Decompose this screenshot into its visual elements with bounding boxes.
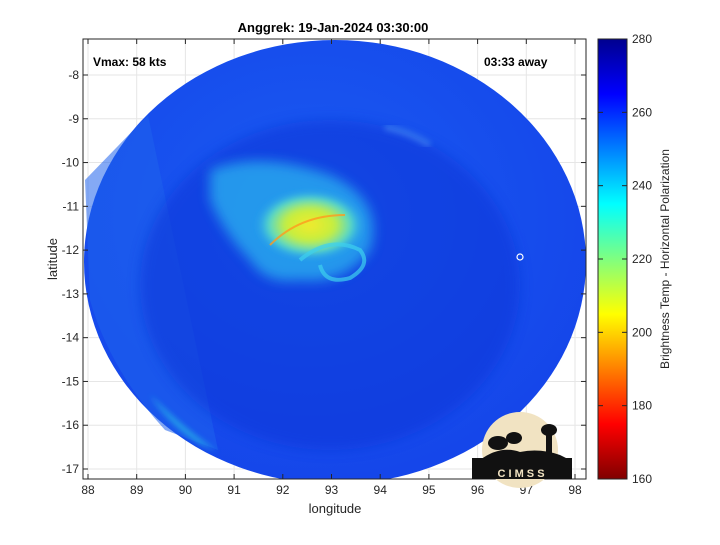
y-tick-label: -8 — [68, 68, 79, 82]
y-tick-label: -11 — [63, 199, 80, 213]
brightness-temp-swath — [84, 40, 586, 479]
coldest-band — [269, 214, 346, 246]
y-tick-label: -17 — [62, 462, 80, 476]
colorbar-ticks: 160 180 200 220 240 260 280 — [598, 32, 652, 486]
colorbar-tick-label: 240 — [632, 179, 652, 193]
x-tick-label: 94 — [374, 483, 388, 497]
y-tick-label: -12 — [62, 243, 80, 257]
colorbar-tick-label: 220 — [632, 252, 652, 266]
colorbar-tick-label: 200 — [632, 325, 652, 339]
y-tick-label: -10 — [62, 156, 80, 170]
x-tick-label: 88 — [81, 483, 95, 497]
colorbar-label: Brightness Temp - Horizontal Polarizatio… — [658, 149, 672, 369]
colorbar: 160 180 200 220 240 260 280 Brightness Temp - … — [597, 32, 672, 486]
colorbar-tick-label: 160 — [632, 472, 652, 486]
x-tick-label: 92 — [276, 483, 290, 497]
y-tick-label: -13 — [62, 287, 80, 301]
x-tick-label: 91 — [227, 483, 241, 497]
x-tick-label: 90 — [179, 483, 193, 497]
logo-base — [472, 458, 572, 479]
plot-border — [82, 38, 587, 480]
y-tick-label: -16 — [62, 418, 80, 432]
chart-title: Anggrek: 19-Jan-2024 03:30:00 — [238, 20, 429, 35]
x-tick-label: 93 — [325, 483, 339, 497]
y-axis-label: latitude — [45, 238, 60, 280]
x-tick-label: 96 — [471, 483, 485, 497]
inner-ring — [140, 120, 520, 450]
logo-tower — [546, 432, 552, 460]
y-tick-label: -15 — [62, 374, 80, 388]
colorbar-tick-label: 180 — [632, 399, 652, 413]
colorbar-tick-label: 280 — [632, 32, 652, 46]
logo-text: C I M S S — [497, 468, 544, 480]
x-tick-label: 95 — [422, 483, 436, 497]
cimss-logo: C I M S S — [472, 412, 572, 488]
colorbar-tick-label: 260 — [632, 105, 652, 119]
y-axis: -8 -9 -10 -11 -12 -13 -14 -15 -16 -17 — [62, 68, 586, 476]
vmax-annotation: Vmax: 58 kts — [93, 55, 167, 69]
x-axis-label: longitude — [309, 501, 362, 516]
y-tick-label: -9 — [68, 112, 79, 126]
logo-tank — [541, 424, 557, 436]
cold-core — [255, 190, 365, 260]
x-tick-label: 98 — [568, 483, 582, 497]
spiral-band — [298, 242, 367, 282]
logo-dish-1 — [488, 436, 508, 450]
x-tick-label: 89 — [130, 483, 144, 497]
y-tick-label: -14 — [62, 331, 80, 345]
upper-right-streak — [384, 124, 432, 148]
time-offset-annotation: 03:33 away — [484, 55, 548, 69]
small-cloud-feature — [516, 253, 524, 261]
logo-dish-2 — [506, 432, 522, 444]
